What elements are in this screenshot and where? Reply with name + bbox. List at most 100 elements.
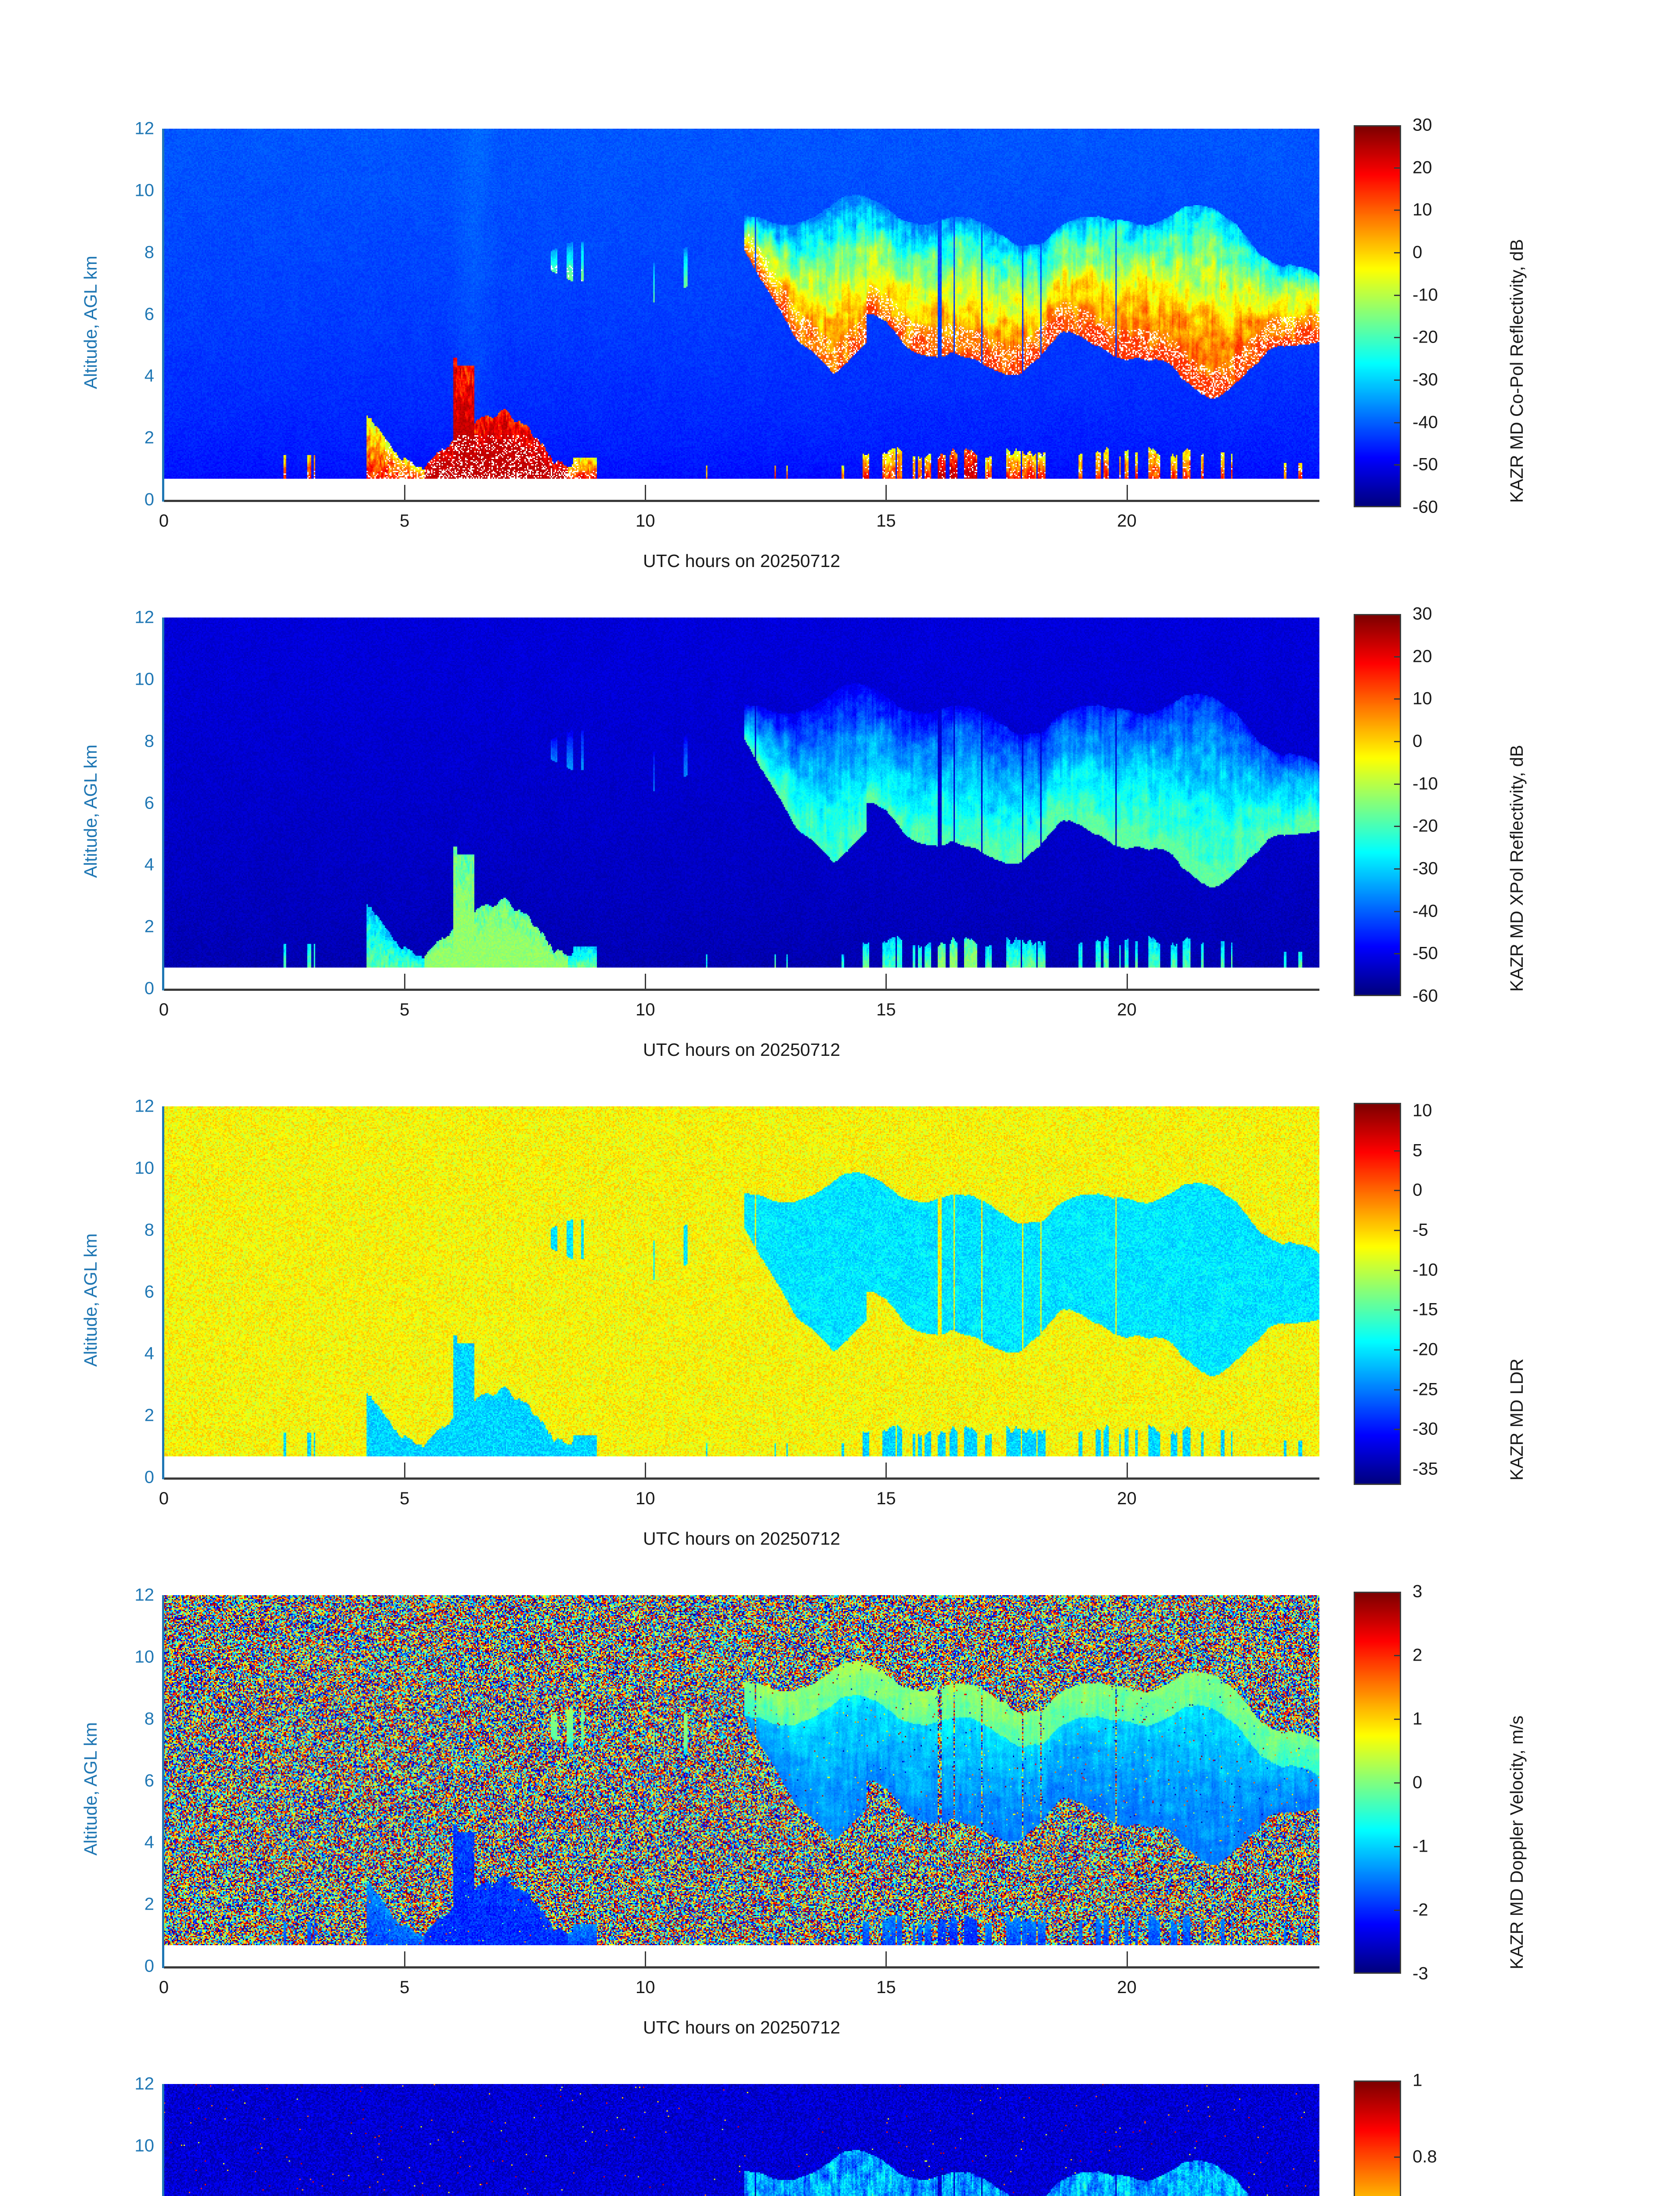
colorbar-tick: [1394, 209, 1400, 211]
colorbar-tick: [1394, 464, 1400, 466]
colorbar-tick: [1394, 1269, 1400, 1271]
colorbar-tick-label: 10: [1413, 1101, 1432, 1120]
colorbar-tick: [1394, 741, 1400, 742]
x-axis-line: [164, 989, 1319, 991]
x-tick-label: 0: [159, 1978, 169, 1997]
colorbar-tick-label: -10: [1413, 1260, 1438, 1280]
colorbar-tick-label: 3: [1413, 1582, 1423, 1601]
plot-area-xpol-reflectivity[interactable]: [164, 618, 1319, 989]
colorbar-tick: [1394, 337, 1400, 339]
x-axis-label: UTC hours on 20250712: [643, 2017, 841, 2037]
y-axis-line: [162, 618, 164, 990]
colorbar-gradient: [1355, 615, 1400, 995]
colorbar-tick-label: -10: [1413, 285, 1438, 305]
colorbar-tick: [1394, 2156, 1400, 2158]
x-tick-label: 5: [400, 1978, 410, 1997]
y-tick-label: 6: [144, 1771, 154, 1790]
x-tick: [1126, 485, 1128, 500]
y-tick-label: 2: [144, 1894, 154, 1914]
y-tick-label: 2: [144, 1405, 154, 1425]
plot-area-spectral-width[interactable]: [164, 2084, 1319, 2196]
colorbar-gradient: [1355, 2082, 1400, 2196]
colorbar-tick: [1394, 868, 1400, 870]
x-tick-label: 5: [400, 511, 410, 531]
x-axis-label: UTC hours on 20250712: [643, 1040, 841, 1060]
colorbar-gradient: [1355, 1593, 1400, 1972]
y-tick-label: 10: [134, 1158, 155, 1178]
x-tick: [885, 1463, 887, 1477]
colorbar-tick-label: 30: [1413, 115, 1432, 135]
y-tick-label: 4: [144, 1832, 154, 1852]
x-tick-label: 20: [1117, 511, 1137, 531]
colorbar-tick-label: -20: [1413, 816, 1438, 836]
colorbar-tick-label: -2: [1413, 1900, 1428, 1920]
heatmap-canvas-doppler-velocity: [164, 1595, 1319, 1966]
x-tick: [645, 1463, 647, 1477]
colorbar-tick: [1394, 1150, 1400, 1152]
colorbar-tick-label: -50: [1413, 943, 1438, 963]
colorbar-tick-label: 1: [1413, 2070, 1423, 2090]
colorbar-tick-label: 30: [1413, 604, 1432, 624]
plot-area-co-pol-reflectivity[interactable]: [164, 129, 1319, 500]
x-tick-label: 15: [876, 1000, 896, 1019]
x-tick-label: 5: [400, 1489, 410, 1508]
colorbar-tick: [1394, 294, 1400, 296]
y-tick-label: 12: [134, 1096, 155, 1116]
plot-area-doppler-velocity[interactable]: [164, 1595, 1319, 1966]
colorbar-tick-label: 10: [1413, 200, 1432, 220]
y-tick-label: 0: [144, 1956, 154, 1976]
colorbar-tick-label: -30: [1413, 370, 1438, 390]
y-tick-label: 0: [144, 1467, 154, 1487]
y-tick-label: 0: [144, 979, 154, 998]
colorbar-tick: [1394, 1309, 1400, 1311]
x-tick-label: 10: [636, 1489, 655, 1508]
colorbar-tick-label: 10: [1413, 689, 1432, 708]
x-tick-label: 10: [636, 1978, 655, 1997]
colorbar-tick: [1394, 1719, 1400, 1720]
colorbar-tick-label: 0.8: [1413, 2147, 1437, 2167]
colorbar-tick: [1394, 1655, 1400, 1656]
x-tick-label: 0: [159, 1000, 169, 1019]
colorbar-doppler-velocity: [1354, 1592, 1401, 1974]
colorbar-tick: [1394, 167, 1400, 169]
colorbar-tick: [1394, 1349, 1400, 1351]
colorbar-gradient: [1355, 1104, 1400, 1484]
x-tick-label: 10: [636, 1000, 655, 1019]
colorbar-tick-label: 2: [1413, 1645, 1423, 1665]
colorbar-tick: [1394, 1846, 1400, 1847]
y-tick-label: 12: [134, 2074, 155, 2094]
colorbar-tick-label: -60: [1413, 986, 1438, 1006]
colorbar-tick-label: -20: [1413, 327, 1438, 347]
x-tick: [885, 485, 887, 500]
x-tick: [645, 1951, 647, 1966]
colorbar-tick-label: 1: [1413, 1709, 1423, 1729]
colorbar-tick-label: 0: [1413, 1773, 1423, 1792]
colorbar-tick: [1394, 826, 1400, 827]
colorbar-tick-label: -35: [1413, 1459, 1438, 1479]
x-tick: [1126, 1463, 1128, 1477]
colorbar-tick: [1394, 910, 1400, 912]
plot-area-ldr[interactable]: [164, 1106, 1319, 1477]
heatmap-canvas-ldr: [164, 1106, 1319, 1477]
colorbar-tick: [1394, 656, 1400, 657]
x-tick-label: 10: [636, 511, 655, 531]
colorbar-tick-label: 0: [1413, 731, 1423, 751]
y-tick-label: 10: [134, 669, 155, 689]
colorbar-tick: [1394, 698, 1400, 700]
x-axis-label: UTC hours on 20250712: [643, 551, 841, 571]
colorbar-co-pol-reflectivity: [1354, 125, 1401, 507]
x-tick: [404, 1463, 406, 1477]
heatmap-canvas-xpol-reflectivity: [164, 618, 1319, 989]
x-tick: [1126, 974, 1128, 989]
colorbar-tick: [1394, 1389, 1400, 1391]
x-tick: [645, 485, 647, 500]
x-axis-label: UTC hours on 20250712: [643, 1528, 841, 1549]
y-tick-label: 12: [134, 1585, 155, 1605]
x-tick-label: 0: [159, 1489, 169, 1508]
colorbar-tick: [1394, 1230, 1400, 1231]
x-tick-label: 5: [400, 1000, 410, 1019]
y-axis-line: [162, 2084, 164, 2196]
